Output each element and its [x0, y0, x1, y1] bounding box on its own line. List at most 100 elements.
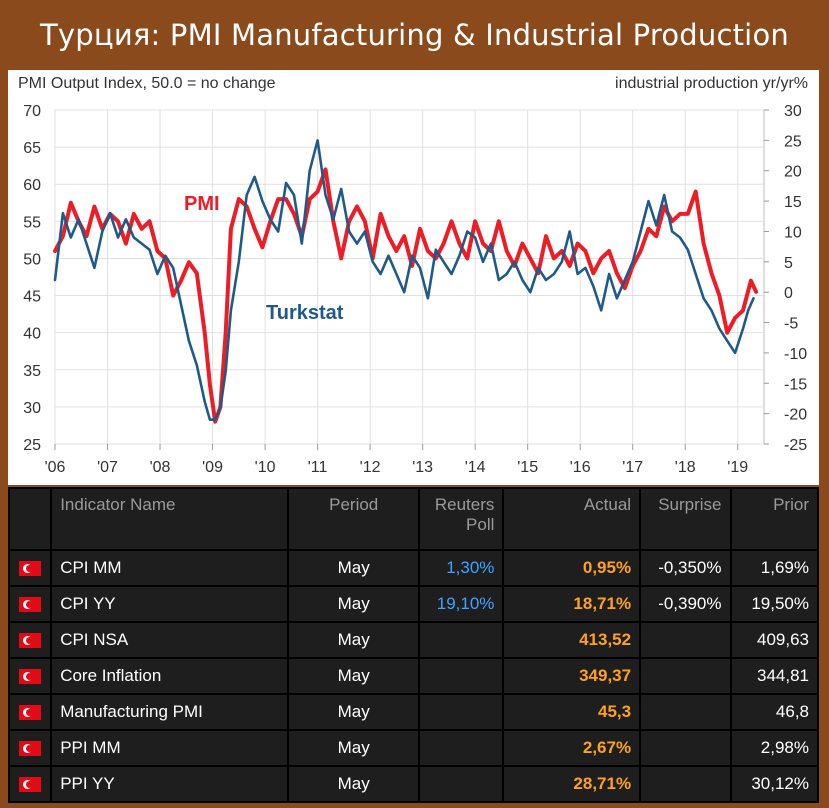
actual-value: 413,52 — [504, 623, 640, 657]
left-tick-label: 60 — [23, 177, 41, 194]
actual-value: 28,71% — [504, 767, 640, 801]
prior-value: 409,63 — [731, 623, 817, 657]
table-row[interactable]: Manufacturing PMI May 45,3 46,8 — [10, 695, 817, 729]
prior-value: 1,69% — [731, 551, 817, 585]
period-value: May — [289, 623, 418, 657]
line-chart: 70656055504540353025302520151050-5-10-15… — [18, 75, 808, 476]
right-tick-label: -15 — [784, 376, 807, 393]
pmi-series-label: PMI — [184, 193, 220, 215]
left-tick-label: 55 — [23, 214, 41, 231]
x-tick-label: '13 — [412, 459, 433, 476]
left-tick-label: 50 — [23, 251, 41, 268]
x-tick-label: '06 — [45, 459, 66, 476]
prior-value: 344,81 — [731, 659, 817, 693]
left-tick-label: 45 — [23, 289, 41, 306]
right-tick-label: 0 — [784, 285, 793, 302]
indicator-name: CPI YY — [52, 587, 288, 621]
left-tick-label: 25 — [23, 437, 41, 454]
period-value: May — [289, 695, 418, 729]
header-reuters-poll-line1: Reuters — [434, 495, 495, 514]
right-tick-label: 15 — [784, 194, 802, 211]
flag-cell — [10, 767, 51, 801]
header-period: Period — [289, 489, 418, 549]
reuters-poll-value — [420, 695, 503, 729]
table-row[interactable]: PPI YY May 28,71% 30,12% — [10, 767, 817, 801]
actual-value: 45,3 — [504, 695, 640, 729]
period-value: May — [289, 551, 418, 585]
x-tick-label: '17 — [622, 459, 643, 476]
chart-panel: 70 65 60 55 50 45 40 35 30 25 30 25 20 15 10 5 0 -5 -10 -15… — [8, 70, 819, 485]
turkey-flag-icon — [19, 561, 42, 577]
left-axis-label: PMI Output Index, 50.0 = no change — [18, 75, 276, 92]
surprise-value — [641, 731, 730, 765]
x-tick-label: '19 — [727, 459, 748, 476]
right-tick-label: -10 — [784, 346, 807, 363]
right-tick-label: 10 — [784, 224, 802, 241]
table-row[interactable]: CPI YY May 19,10% 18,71% -0,390% 19,50% — [10, 587, 817, 621]
plot-area — [54, 109, 765, 445]
flag-cell — [10, 623, 51, 657]
left-tick-label: 40 — [23, 326, 41, 343]
actual-value: 349,37 — [504, 659, 640, 693]
x-tick-label: '12 — [360, 459, 381, 476]
x-tick-label: '18 — [675, 459, 696, 476]
indicator-table: Indicator Name Period Reuters Poll Actual… — [8, 487, 819, 803]
period-value: May — [289, 731, 418, 765]
table-row[interactable]: Core Inflation May 349,37 344,81 — [10, 659, 817, 693]
surprise-value — [641, 695, 730, 729]
indicator-name: CPI MM — [52, 551, 288, 585]
reuters-poll-value: 19,10% — [420, 587, 503, 621]
turkey-flag-icon — [19, 741, 42, 757]
x-tick-label: '14 — [465, 459, 486, 476]
turkey-flag-icon — [19, 633, 42, 649]
reuters-poll-value: 1,30% — [420, 551, 503, 585]
reuters-poll-value — [420, 623, 503, 657]
x-tick-label: '16 — [570, 459, 591, 476]
reuters-poll-value — [420, 659, 503, 693]
indicator-name: CPI NSA — [52, 623, 288, 657]
x-tick-label: '10 — [255, 459, 276, 476]
right-tick-label: -20 — [784, 407, 807, 424]
reuters-poll-value — [420, 731, 503, 765]
table-row[interactable]: CPI NSA May 413,52 409,63 — [10, 623, 817, 657]
turkstat-series-label: Turkstat — [266, 302, 344, 324]
flag-cell — [10, 731, 51, 765]
table-header-row: Indicator Name Period Reuters Poll Actual… — [10, 489, 817, 549]
header-surprise: Surprise — [641, 489, 730, 549]
x-tick-label: '07 — [97, 459, 118, 476]
right-tick-label: 25 — [784, 133, 802, 150]
table-row[interactable]: PPI MM May 2,67% 2,98% — [10, 731, 817, 765]
prior-value: 46,8 — [731, 695, 817, 729]
turkey-flag-icon — [19, 777, 42, 793]
right-tick-label: 5 — [784, 255, 793, 272]
actual-value: 0,95% — [504, 551, 640, 585]
pmi-series-line — [53, 167, 759, 424]
flag-cell — [10, 695, 51, 729]
period-value: May — [289, 659, 418, 693]
right-tick-label: 20 — [784, 164, 802, 181]
actual-value: 18,71% — [504, 587, 640, 621]
indicator-name: Core Inflation — [52, 659, 288, 693]
actual-value: 2,67% — [504, 731, 640, 765]
left-tick-label: 70 — [23, 103, 41, 120]
x-tick-label: '09 — [202, 459, 223, 476]
period-value: May — [289, 587, 418, 621]
header-reuters-poll: Reuters Poll — [420, 489, 503, 549]
period-value: May — [289, 767, 418, 801]
reuters-poll-value — [420, 767, 503, 801]
surprise-value: -0,390% — [641, 587, 730, 621]
turkey-flag-icon — [19, 669, 42, 685]
prior-value: 19,50% — [731, 587, 817, 621]
right-tick-label: -5 — [784, 316, 798, 333]
right-tick-label: 30 — [784, 103, 802, 120]
header-indicator-name: Indicator Name — [52, 489, 288, 549]
left-tick-label: 35 — [23, 363, 41, 380]
indicator-name: PPI YY — [52, 767, 288, 801]
x-tick-label: '15 — [517, 459, 538, 476]
table-row[interactable]: CPI MM May 1,30% 0,95% -0,350% 1,69% — [10, 551, 817, 585]
flag-cell — [10, 587, 51, 621]
surprise-value — [641, 659, 730, 693]
surprise-value — [641, 767, 730, 801]
prior-value: 30,12% — [731, 767, 817, 801]
right-tick-label: -25 — [784, 437, 807, 454]
